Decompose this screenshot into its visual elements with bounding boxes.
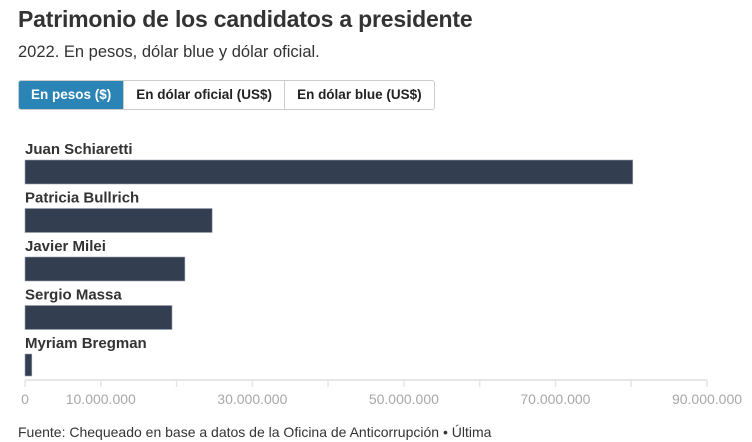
x-tick-label: 90.000.000	[672, 391, 742, 407]
bar[interactable]	[24, 159, 634, 185]
bar-chart: Juan Schiaretti Patricia Bullrich Javier M…	[21, 141, 742, 407]
tab-dolar-blue[interactable]: En dólar blue (US$)	[284, 81, 434, 109]
tab-dolar-oficial[interactable]: En dólar oficial (US$)	[123, 81, 285, 109]
bar-label: Javier Milei	[25, 238, 106, 255]
bar[interactable]	[24, 256, 186, 282]
x-tick-label: 30.000.000	[217, 391, 287, 407]
source-note: Fuente: Chequeado en base a datos de la …	[18, 424, 492, 440]
bar-label: Sergio Massa	[25, 287, 122, 304]
chart-title: Patrimonio de los candidatos a president…	[18, 6, 473, 32]
currency-tabs: En pesos ($) En dólar oficial (US$) En d…	[18, 80, 435, 110]
x-tick-label: 10.000.000	[66, 391, 136, 407]
bar[interactable]	[24, 208, 213, 233]
bar[interactable]	[24, 353, 33, 377]
bar-label: Myriam Bregman	[25, 335, 147, 352]
chart-subtitle: 2022. En pesos, dólar blue y dólar ofici…	[18, 43, 320, 61]
bar[interactable]	[24, 305, 173, 330]
tab-pesos[interactable]: En pesos ($)	[19, 81, 124, 109]
x-tick-label: 50.000.000	[369, 391, 439, 407]
bar-label: Patricia Bullrich	[25, 190, 139, 207]
x-tick-label: 0	[21, 391, 29, 407]
x-tick-label: 70.000.000	[520, 391, 590, 407]
bar-label: Juan Schiaretti	[25, 141, 133, 158]
